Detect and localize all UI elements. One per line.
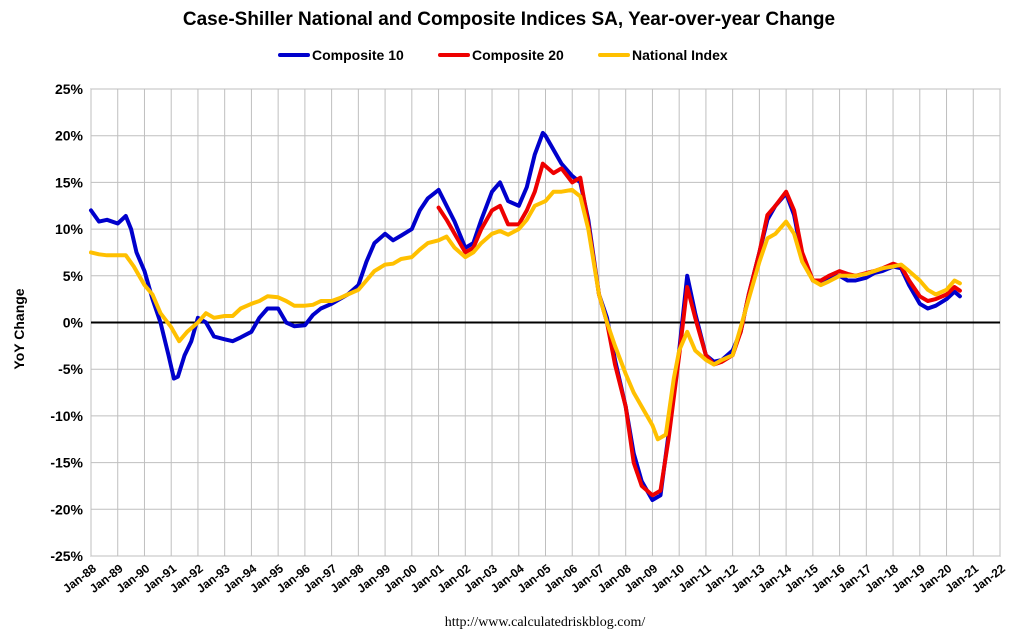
y-tick-label: -5% xyxy=(58,361,83,377)
y-axis-label: YoY Change xyxy=(11,288,27,369)
y-tick-label: -10% xyxy=(50,408,83,424)
chart-title: Case-Shiller National and Composite Indi… xyxy=(183,9,835,30)
series-lines xyxy=(89,130,962,502)
y-tick-label: -15% xyxy=(50,455,83,471)
legend: Composite 10 Composite 20 National Index xyxy=(278,47,728,63)
y-tick-label: 20% xyxy=(55,128,84,144)
x-axis: Jan-88Jan-89Jan-90Jan-91Jan-92Jan-93Jan-… xyxy=(60,561,1008,596)
y-tick-label: 10% xyxy=(55,221,84,237)
series-line-national-index xyxy=(89,187,962,442)
y-tick-label: 0% xyxy=(63,315,84,331)
y-tick-label: -25% xyxy=(50,548,83,564)
y-tick-label: 25% xyxy=(55,81,84,97)
y-tick-label: 5% xyxy=(63,268,84,284)
legend-label: Composite 20 xyxy=(472,47,564,63)
legend-label: Composite 10 xyxy=(312,47,404,63)
legend-label: National Index xyxy=(632,47,728,63)
series-line-composite-20 xyxy=(436,161,962,498)
grid xyxy=(90,88,1001,557)
y-tick-label: -20% xyxy=(50,501,83,517)
y-axis: 25% 20% 15% 10% 5% 0% -5% -10% -15% -20% -25% xyxy=(50,81,83,564)
y-tick-label: 15% xyxy=(55,174,84,190)
source-url: http://www.calculatedriskblog.com/ xyxy=(445,615,646,630)
